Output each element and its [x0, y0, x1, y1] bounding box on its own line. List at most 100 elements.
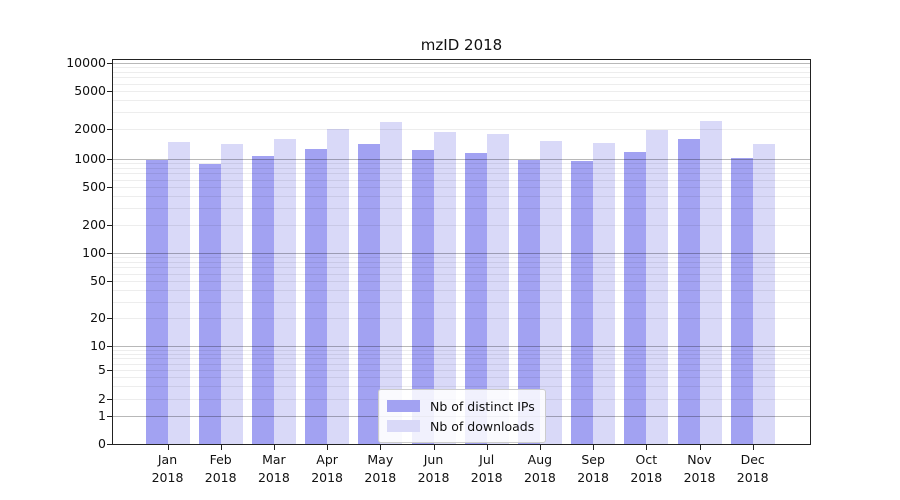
gridline-minor — [113, 318, 810, 319]
grid-layer — [113, 60, 810, 444]
gridline-major — [113, 159, 810, 160]
bar-distinct-ips — [571, 160, 594, 444]
bar-distinct-ips — [251, 156, 274, 444]
legend-row: Nb of downloads — [387, 416, 535, 436]
bar-distinct-ips — [411, 149, 434, 444]
x-tick-label: Nov 2018 — [673, 451, 727, 487]
bar-downloads — [433, 132, 456, 444]
y-tick-mark — [107, 253, 112, 254]
bar-downloads — [327, 129, 350, 444]
x-tick-label: Apr 2018 — [300, 451, 354, 487]
bar-distinct-ips — [677, 138, 700, 444]
bar-downloads — [752, 143, 775, 444]
gridline-minor — [113, 349, 810, 351]
gridline-minor — [113, 179, 810, 181]
gridline-minor — [113, 91, 810, 92]
x-tick-label-month: Sep — [581, 452, 605, 467]
y-tick-label: 0 — [98, 436, 106, 451]
x-tick-label-year: 2018 — [736, 470, 769, 485]
x-tick-mark — [273, 445, 275, 450]
y-tick-mark — [107, 318, 112, 319]
gridline-minor — [113, 257, 810, 259]
y-tick-label: 2 — [98, 391, 106, 406]
x-tick-label: Dec 2018 — [726, 451, 780, 487]
bar-distinct-ips — [358, 143, 381, 444]
x-tick-label-month: Feb — [209, 452, 232, 467]
y-tick-mark — [107, 416, 112, 417]
bar-distinct-ips — [464, 152, 487, 444]
x-tick-label: Aug 2018 — [513, 451, 567, 487]
x-tick-label: Jun 2018 — [407, 451, 461, 487]
y-tick-label: 20 — [90, 310, 106, 325]
x-tick-label: Jul 2018 — [460, 451, 514, 487]
y-tick-label: 5000 — [74, 83, 106, 98]
x-tick-label: Oct 2018 — [619, 451, 673, 487]
bar-distinct-ips — [305, 149, 328, 444]
bars-layer — [113, 60, 810, 444]
x-tick-label-year: 2018 — [470, 470, 503, 485]
x-tick-mark — [167, 445, 169, 450]
gridline-minor — [113, 358, 810, 360]
x-tick-label-year: 2018 — [417, 470, 450, 485]
gridline-minor — [113, 187, 810, 188]
x-tick-label: Sep 2018 — [566, 451, 620, 487]
y-tick-mark — [107, 370, 112, 371]
gridline-minor — [113, 72, 810, 73]
x-tick-label: Feb 2018 — [194, 451, 248, 487]
gridline-minor — [113, 386, 810, 388]
x-tick-mark — [327, 445, 329, 450]
legend-label: Nb of downloads — [430, 418, 535, 434]
x-tick-label-month: Jun — [423, 452, 444, 467]
legend: Nb of distinct IPs Nb of downloads — [378, 389, 546, 443]
bar-downloads — [273, 139, 296, 444]
gridline-minor — [113, 129, 810, 130]
gridline-minor — [113, 83, 810, 85]
y-tick-label: 5 — [98, 362, 106, 377]
x-tick-label-month: Dec — [740, 452, 765, 467]
y-tick-label: 200 — [82, 217, 106, 232]
y-tick-mark — [107, 225, 112, 226]
legend-swatch — [387, 400, 420, 412]
x-tick-label-month: Apr — [316, 452, 338, 467]
x-tick-mark — [646, 445, 648, 450]
legend-row: Nb of distinct IPs — [387, 396, 535, 416]
x-tick-mark — [433, 445, 435, 450]
bar-downloads — [593, 143, 616, 444]
x-tick-label-month: Oct — [635, 452, 658, 467]
gridline-minor — [113, 100, 810, 102]
bar-distinct-ips — [624, 152, 647, 444]
gridline-minor — [113, 112, 810, 114]
gridline-minor — [113, 273, 810, 275]
bar-downloads — [167, 141, 190, 444]
chart-title: mzID 2018 — [420, 36, 503, 54]
x-tick-label-year: 2018 — [151, 470, 184, 485]
y-tick-mark — [107, 129, 112, 130]
gridline-minor — [113, 208, 810, 210]
x-tick-mark — [539, 445, 541, 450]
y-tick-label: 10 — [90, 338, 106, 353]
gridline-minor — [113, 173, 810, 175]
x-tick-mark — [220, 445, 222, 450]
x-tick-label-year: 2018 — [523, 470, 556, 485]
y-tick-label: 1000 — [74, 151, 106, 166]
y-tick-mark — [107, 63, 112, 64]
y-tick-label: 500 — [82, 179, 106, 194]
y-tick-mark — [107, 281, 112, 282]
gridline-major — [113, 253, 810, 254]
y-tick-mark — [107, 346, 112, 347]
gridline-minor — [113, 67, 810, 69]
bar-downloads — [539, 141, 562, 444]
x-tick-label-year: 2018 — [257, 470, 290, 485]
x-tick-label-year: 2018 — [630, 470, 663, 485]
gridline-minor — [113, 196, 810, 198]
y-tick-label: 100 — [82, 245, 106, 260]
bar-distinct-ips — [198, 163, 221, 444]
x-tick-label-year: 2018 — [364, 470, 397, 485]
gridline-major — [113, 346, 810, 347]
bar-downloads — [220, 143, 243, 444]
x-tick-label-month: Aug — [527, 452, 553, 467]
bar-downloads — [486, 134, 509, 444]
y-tick-mark — [107, 399, 112, 400]
gridline-minor — [113, 370, 810, 371]
x-tick-label: Jan 2018 — [141, 451, 195, 487]
